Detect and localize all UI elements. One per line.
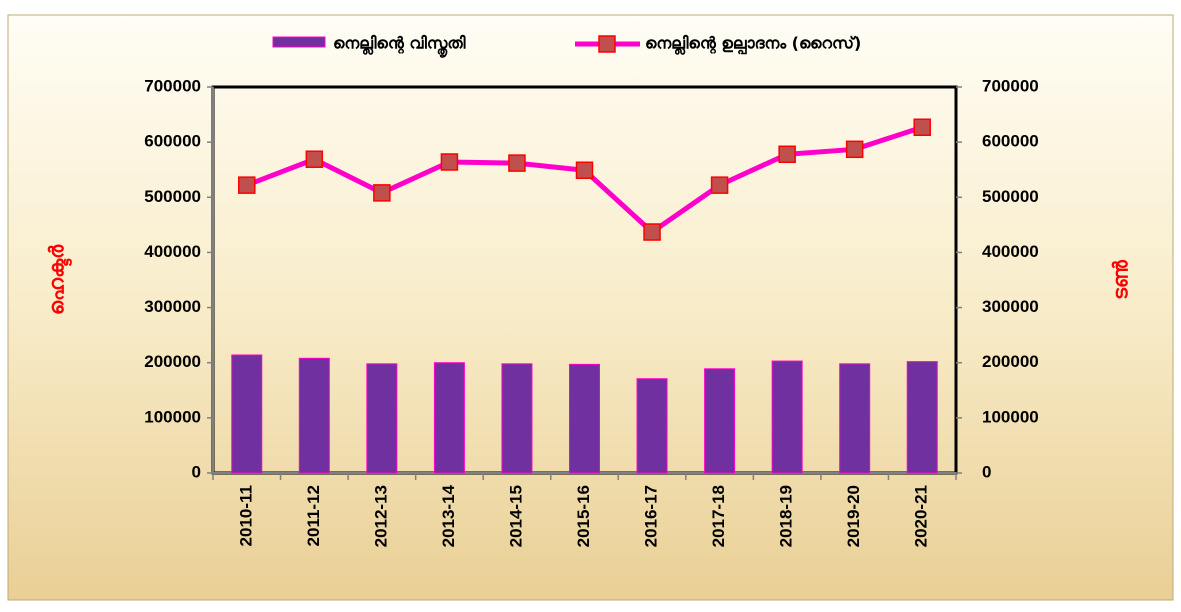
bar: [501, 363, 533, 474]
line-marker: [373, 184, 391, 202]
x-tick-label: 2014-15: [506, 485, 525, 547]
x-tick-label: 2012-13: [371, 485, 390, 547]
line-marker: [440, 153, 459, 171]
x-tick-label: 2016-17: [642, 485, 661, 547]
bar: [366, 363, 398, 474]
x-tick-label: 2020-21: [912, 485, 931, 547]
x-tick-label: 2018-19: [777, 485, 796, 547]
y-tick-label: 400000: [144, 242, 201, 261]
bar: [569, 363, 600, 474]
legend-swatch: [272, 36, 326, 48]
legend-swatch: [598, 35, 616, 53]
x-tick-label: 2013-14: [439, 484, 458, 547]
line-marker: [913, 118, 931, 137]
y2-tick-label: 400000: [982, 242, 1039, 261]
line-marker: [305, 150, 324, 168]
y-tick-label: 100000: [144, 407, 201, 426]
chart-frame: [7, 14, 1174, 601]
y2-tick-label: 100000: [982, 407, 1039, 426]
bar: [906, 361, 938, 474]
legend-label: നെല്ലിന്റെ ഉല്പാദനം (റൈസ്): [645, 34, 861, 57]
line-marker: [238, 176, 256, 194]
line-marker: [845, 140, 864, 159]
y-tick-label: 200000: [144, 352, 201, 371]
y2-axis-label: ടൺ: [1109, 259, 1133, 300]
x-tick-label: 2010-11: [236, 485, 255, 546]
line-marker: [508, 154, 526, 172]
y2-tick-label: 0: [982, 462, 991, 481]
bar: [231, 354, 263, 474]
bar: [298, 357, 330, 474]
x-tick-label: 2015-16: [574, 485, 593, 547]
bar: [771, 360, 803, 474]
y-tick-label: 0: [192, 462, 201, 481]
y2-tick-label: 300000: [982, 297, 1039, 316]
x-tick-label: 2017-18: [709, 485, 728, 547]
y2-tick-label: 700000: [982, 76, 1039, 95]
bar: [433, 362, 465, 474]
y2-tick-label: 500000: [982, 187, 1039, 206]
x-tick-label: 2019-20: [844, 485, 863, 547]
y2-tick-label: 600000: [982, 132, 1039, 151]
y-tick-label: 600000: [144, 132, 201, 151]
y-tick-label: 700000: [144, 76, 201, 95]
line-marker: [710, 176, 729, 194]
bar: [704, 368, 736, 474]
y-tick-label: 500000: [144, 187, 201, 206]
bar: [839, 363, 871, 474]
line-marker: [643, 223, 661, 241]
x-tick-label: 2011-12: [304, 485, 323, 546]
y-tick-label: 300000: [144, 297, 201, 316]
line-marker: [778, 145, 796, 164]
y-axis-label: ഹെക്ടർ: [45, 244, 73, 315]
line-marker: [575, 161, 594, 180]
bar: [636, 378, 668, 474]
y2-tick-label: 200000: [982, 352, 1039, 371]
